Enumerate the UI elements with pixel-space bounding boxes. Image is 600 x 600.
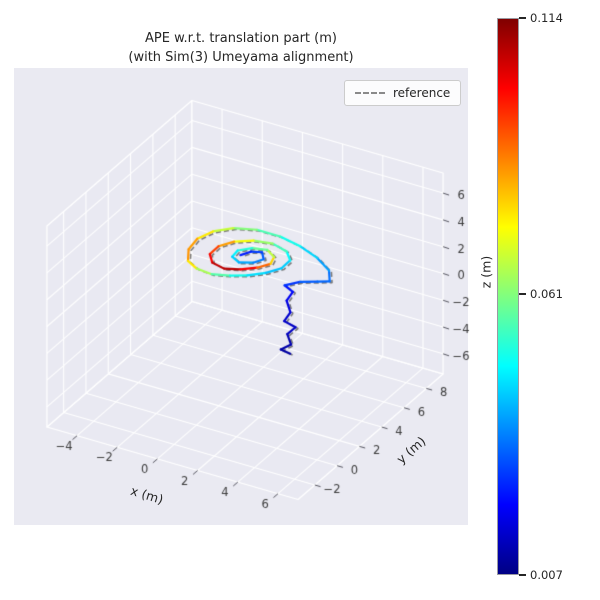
plot-title-line2: (with Sim(3) Umeyama alignment)	[128, 50, 354, 65]
plot-title: APE w.r.t. translation part (m) (with Si…	[14, 29, 468, 67]
plot-title-line1: APE w.r.t. translation part (m)	[145, 31, 337, 46]
colorbar-tick-label: 0.114	[530, 11, 563, 25]
colorbar-tick: 0.061	[519, 287, 563, 301]
colorbar-tick: 0.007	[519, 568, 563, 582]
z-axis-label: z (m)	[478, 255, 494, 289]
legend-label-reference: reference	[393, 86, 451, 100]
legend: reference	[344, 80, 462, 106]
colorbar-tick-label: 0.061	[530, 286, 563, 301]
colorbar-tick-mark	[519, 17, 526, 19]
colorbar-tick-mark	[519, 292, 526, 295]
colorbar-tick: 0.114	[519, 11, 563, 25]
legend-dashed-line-sample	[355, 92, 385, 94]
colorbar-tick-label: 0.007	[530, 568, 563, 582]
colorbar	[497, 18, 519, 575]
colorbar-tick-mark	[519, 574, 526, 576]
